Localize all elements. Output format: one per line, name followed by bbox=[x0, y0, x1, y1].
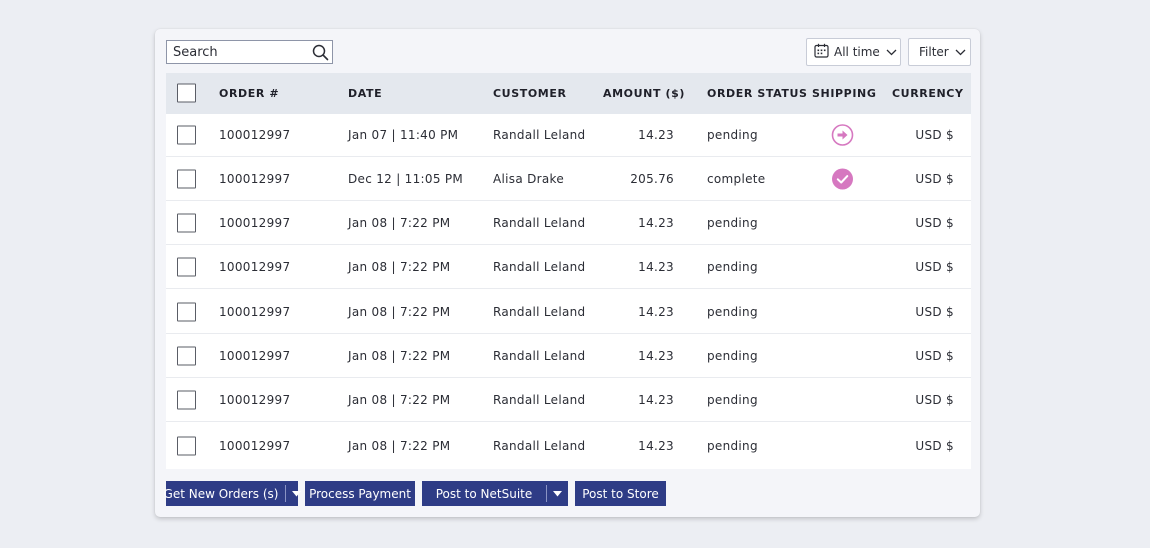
column-header-amount[interactable]: AMOUNT ($) bbox=[603, 87, 685, 100]
order-amount: 14.23 bbox=[638, 260, 674, 274]
table-row[interactable]: 100012997 Jan 08 | 7:22 PM Randall Leland 1… bbox=[166, 244, 971, 288]
table-row[interactable]: 100012997 Jan 08 | 7:22 PM Randall Leland 1… bbox=[166, 377, 971, 421]
order-status: pending bbox=[707, 260, 758, 274]
customer-name: Randall Leland bbox=[493, 128, 586, 142]
select-all-checkbox[interactable] bbox=[177, 83, 196, 103]
customer-name: Randall Leland bbox=[493, 305, 586, 319]
order-status: pending bbox=[707, 216, 758, 230]
order-date: Jan 08 | 7:22 PM bbox=[348, 216, 451, 230]
column-header-shipping[interactable]: SHIPPING bbox=[812, 87, 877, 100]
search-input[interactable] bbox=[167, 41, 308, 63]
chevron-down-icon bbox=[955, 45, 966, 59]
column-header-customer[interactable]: CUSTOMER bbox=[493, 87, 567, 100]
table-row[interactable]: 100012997 Jan 08 | 7:22 PM Randall Leland 1… bbox=[166, 333, 971, 377]
table-row[interactable]: 100012997 Jan 07 | 11:40 PM Randall Leland… bbox=[166, 114, 971, 156]
search-box[interactable] bbox=[166, 40, 333, 64]
order-date: Jan 07 | 11:40 PM bbox=[348, 128, 459, 142]
post-to-netsuite-label: Post to NetSuite bbox=[435, 486, 533, 501]
table-row[interactable]: 100012997 Dec 12 | 11:05 PM Alisa Drake 205… bbox=[166, 156, 971, 200]
order-status: pending bbox=[707, 439, 758, 453]
order-status: pending bbox=[707, 393, 758, 407]
time-range-dropdown[interactable]: All time bbox=[806, 38, 901, 66]
row-checkbox[interactable] bbox=[177, 125, 196, 145]
process-payment-button[interactable]: Process Payment bbox=[305, 481, 415, 506]
chevron-down-icon bbox=[886, 45, 897, 59]
orders-panel: All time Filter ORDER # DATE CUSTOMER AM… bbox=[155, 29, 980, 517]
row-checkbox[interactable] bbox=[177, 390, 196, 410]
order-date: Jan 08 | 7:22 PM bbox=[348, 393, 451, 407]
order-number: 100012997 bbox=[219, 439, 291, 453]
filter-label: Filter bbox=[919, 45, 949, 59]
row-checkbox[interactable] bbox=[177, 169, 196, 189]
currency: USD $ bbox=[915, 393, 954, 407]
order-number: 100012997 bbox=[219, 216, 291, 230]
order-amount: 205.76 bbox=[630, 172, 674, 186]
order-amount: 14.23 bbox=[638, 393, 674, 407]
search-icon[interactable] bbox=[308, 41, 332, 63]
order-status: pending bbox=[707, 349, 758, 363]
row-checkbox[interactable] bbox=[177, 302, 196, 322]
order-amount: 14.23 bbox=[638, 305, 674, 319]
order-number: 100012997 bbox=[219, 305, 291, 319]
order-date: Jan 08 | 7:22 PM bbox=[348, 305, 451, 319]
post-to-store-button[interactable]: Post to Store bbox=[575, 481, 666, 506]
order-number: 100012997 bbox=[219, 260, 291, 274]
caret-down-icon[interactable] bbox=[546, 485, 563, 502]
post-to-store-label: Post to Store bbox=[582, 486, 659, 501]
check-circle-icon[interactable] bbox=[831, 168, 854, 191]
order-status: pending bbox=[707, 128, 758, 142]
order-number: 100012997 bbox=[219, 128, 291, 142]
orders-table: ORDER # DATE CUSTOMER AMOUNT ($) ORDER S… bbox=[166, 73, 971, 469]
currency: USD $ bbox=[915, 128, 954, 142]
order-date: Jan 08 | 7:22 PM bbox=[348, 439, 451, 453]
order-status: complete bbox=[707, 172, 766, 186]
customer-name: Randall Leland bbox=[493, 439, 586, 453]
column-header-order-status[interactable]: ORDER STATUS bbox=[707, 87, 808, 100]
get-new-orders-label: Get New Orders (s) bbox=[163, 486, 279, 501]
currency: USD $ bbox=[915, 216, 954, 230]
arrow-right-circle-icon[interactable] bbox=[831, 124, 854, 147]
table-row[interactable]: 100012997 Jan 08 | 7:22 PM Randall Leland 1… bbox=[166, 200, 971, 244]
row-checkbox[interactable] bbox=[177, 257, 196, 277]
order-date: Jan 08 | 7:22 PM bbox=[348, 349, 451, 363]
customer-name: Randall Leland bbox=[493, 260, 586, 274]
currency: USD $ bbox=[915, 305, 954, 319]
table-row[interactable]: 100012997 Jan 08 | 7:22 PM Randall Leland 1… bbox=[166, 288, 971, 333]
order-amount: 14.23 bbox=[638, 349, 674, 363]
order-number: 100012997 bbox=[219, 393, 291, 407]
currency: USD $ bbox=[915, 349, 954, 363]
get-new-orders-button[interactable]: Get New Orders (s) bbox=[163, 481, 301, 506]
order-date: Jan 08 | 7:22 PM bbox=[348, 260, 451, 274]
order-amount: 14.23 bbox=[638, 128, 674, 142]
row-checkbox[interactable] bbox=[177, 436, 196, 456]
row-checkbox[interactable] bbox=[177, 346, 196, 366]
process-payment-label: Process Payment bbox=[309, 486, 411, 501]
calendar-icon bbox=[814, 43, 829, 61]
currency: USD $ bbox=[915, 172, 954, 186]
table-row[interactable]: 100012997 Jan 08 | 7:22 PM Randall Leland 1… bbox=[166, 421, 971, 469]
customer-name: Alisa Drake bbox=[493, 172, 565, 186]
order-number: 100012997 bbox=[219, 172, 291, 186]
table-header: ORDER # DATE CUSTOMER AMOUNT ($) ORDER S… bbox=[166, 73, 971, 114]
customer-name: Randall Leland bbox=[493, 349, 586, 363]
row-checkbox[interactable] bbox=[177, 213, 196, 233]
column-header-order[interactable]: ORDER # bbox=[219, 87, 280, 100]
caret-down-icon[interactable] bbox=[284, 485, 301, 502]
currency: USD $ bbox=[915, 260, 954, 274]
order-amount: 14.23 bbox=[638, 216, 674, 230]
order-amount: 14.23 bbox=[638, 439, 674, 453]
customer-name: Randall Leland bbox=[493, 393, 586, 407]
column-header-date[interactable]: DATE bbox=[348, 87, 383, 100]
currency: USD $ bbox=[915, 439, 954, 453]
column-header-currency[interactable]: CURRENCY bbox=[892, 87, 964, 100]
order-date: Dec 12 | 11:05 PM bbox=[348, 172, 464, 186]
post-to-netsuite-button[interactable]: Post to NetSuite bbox=[422, 481, 568, 506]
customer-name: Randall Leland bbox=[493, 216, 586, 230]
order-number: 100012997 bbox=[219, 349, 291, 363]
filter-dropdown[interactable]: Filter bbox=[908, 38, 971, 66]
time-range-label: All time bbox=[834, 45, 880, 59]
order-status: pending bbox=[707, 305, 758, 319]
